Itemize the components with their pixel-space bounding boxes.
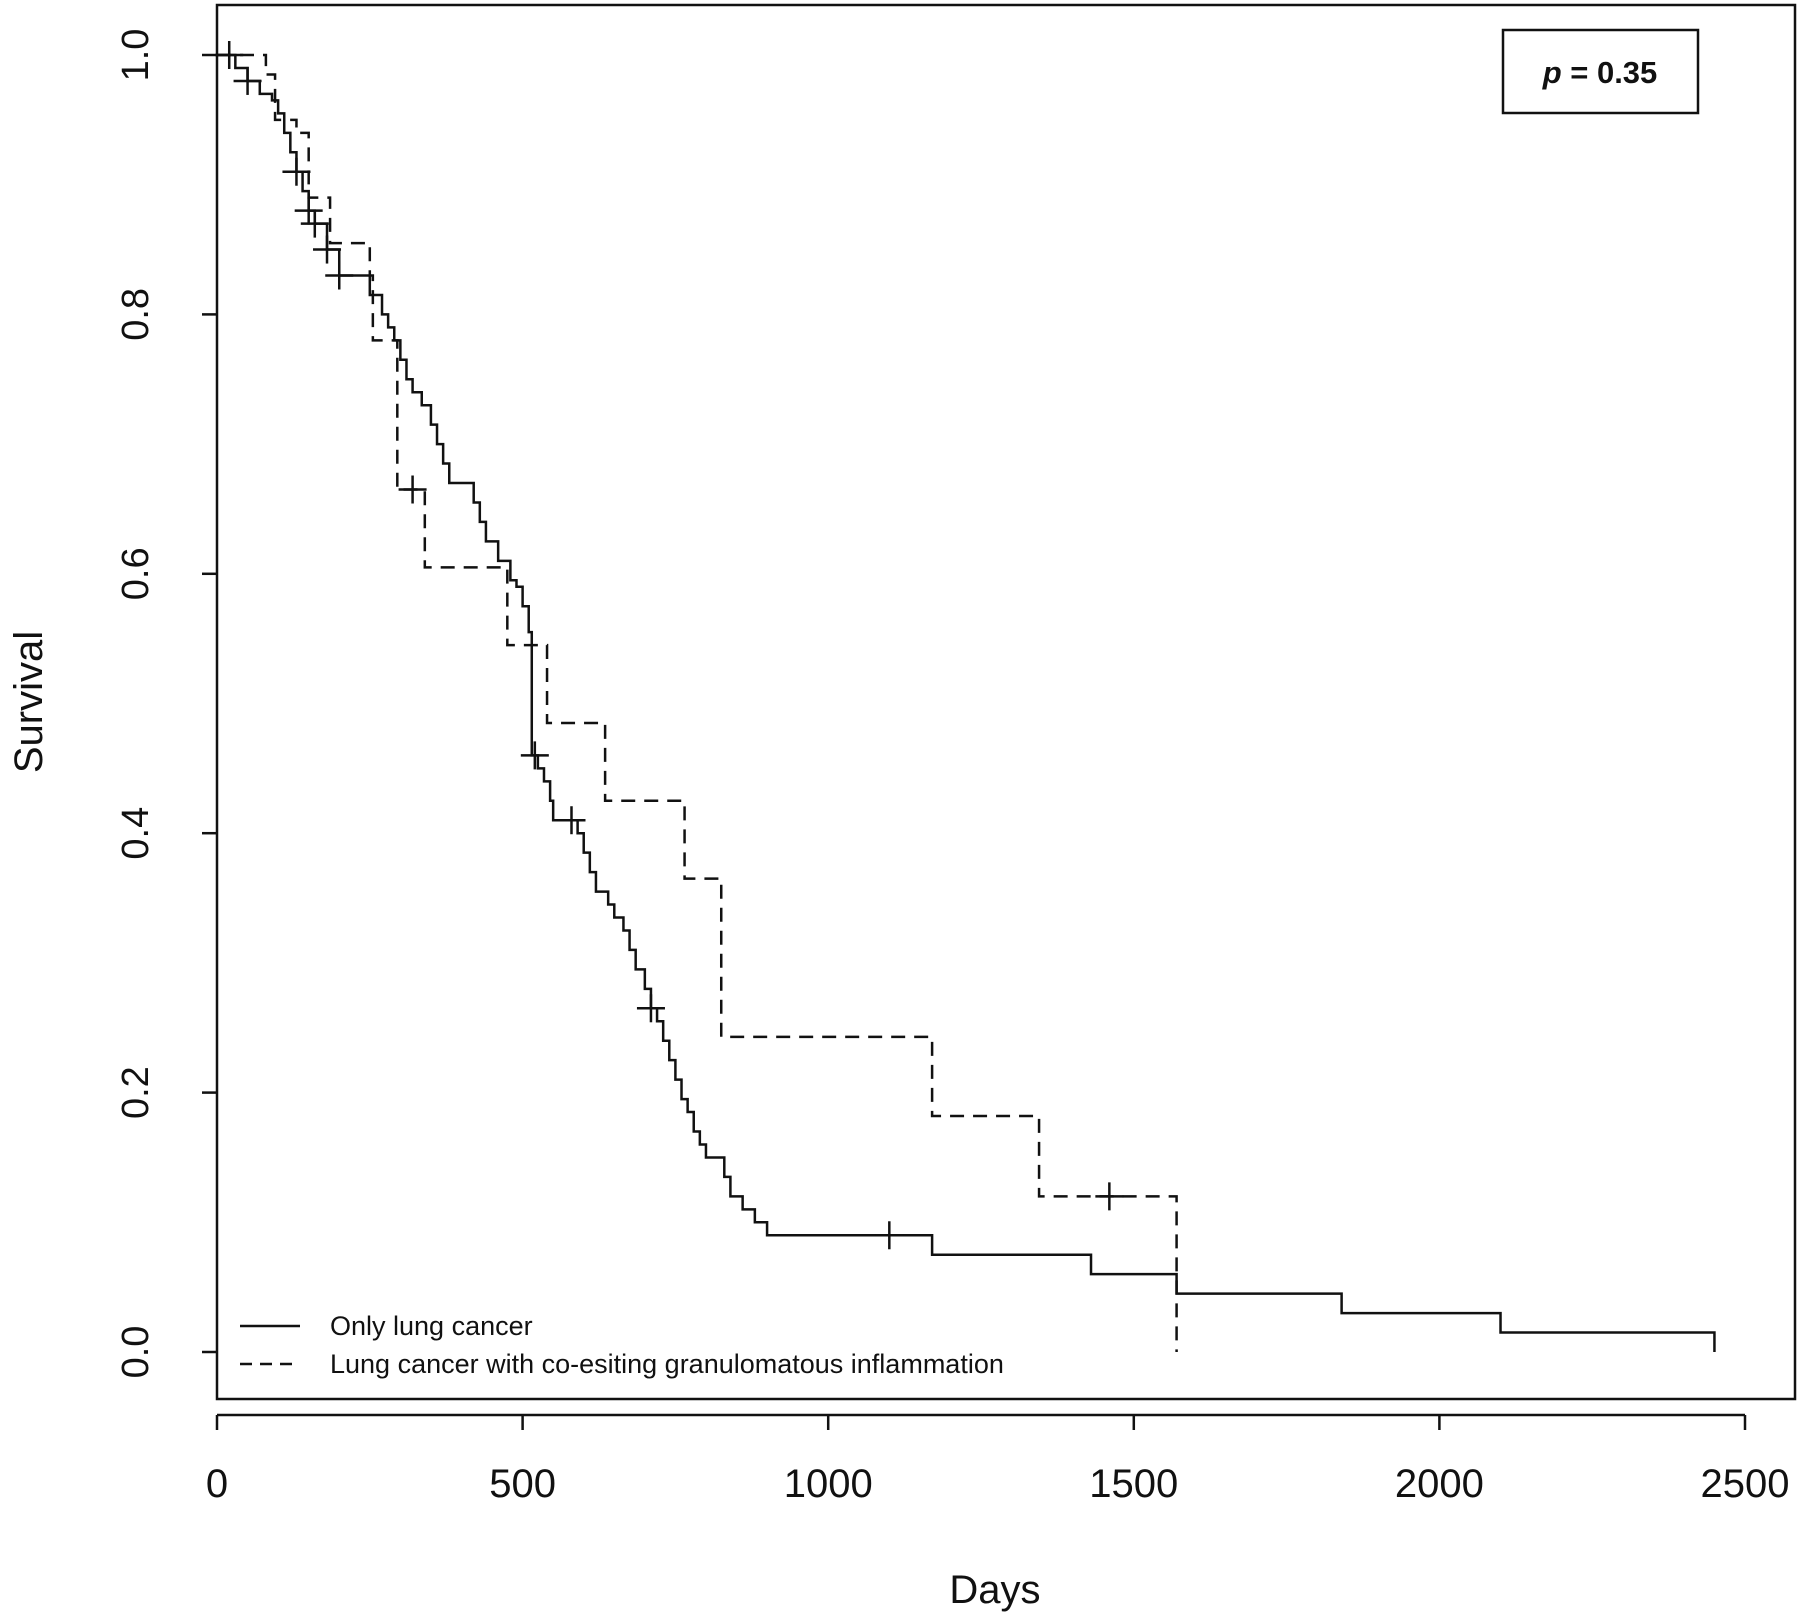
- y-axis-label: Survival: [7, 631, 51, 773]
- survival-curve: [217, 53, 1716, 1352]
- legend: Only lung cancer Lung cancer with co-esi…: [240, 1311, 1004, 1379]
- y-tick-label: 1.0: [115, 29, 157, 82]
- survival-curve: [217, 53, 1178, 1352]
- legend-label-dashed: Lung cancer with co-esiting granulomatou…: [330, 1349, 1004, 1379]
- censor-mark: [282, 157, 311, 186]
- series-granulomatous: [217, 53, 1178, 1352]
- x-tick-label: 0: [206, 1462, 228, 1506]
- censor-mark: [233, 66, 262, 95]
- x-axis: 0 500 1000 1500 2000 2500: [206, 1413, 1790, 1506]
- x-tick-label: 2500: [1701, 1462, 1790, 1506]
- x-tick-label: 500: [489, 1462, 556, 1506]
- censor-mark: [1095, 1182, 1124, 1211]
- y-tick-label: 0.2: [115, 1066, 157, 1119]
- censor-mark: [325, 261, 354, 290]
- plot-frame: [215, 3, 1797, 1401]
- censor-mark: [636, 994, 665, 1023]
- censor-mark: [875, 1221, 904, 1250]
- x-axis-label: Days: [949, 1568, 1040, 1612]
- y-tick-label: 0.8: [115, 288, 157, 341]
- censor-mark: [398, 475, 427, 504]
- series-only-lung-cancer: [215, 41, 1716, 1352]
- x-tick-label: 1500: [1089, 1462, 1178, 1506]
- censor-mark: [557, 806, 586, 835]
- p-value-number: = 0.35: [1562, 55, 1658, 90]
- y-axis: 0.0 0.2 0.4 0.6 0.8 1.0: [115, 29, 217, 1379]
- p-value-box-frame: [1501, 28, 1700, 115]
- p-value-text: p = 0.35: [1542, 55, 1658, 90]
- censor-mark: [294, 196, 323, 225]
- series-layer: [215, 41, 1716, 1352]
- censor-mark: [520, 741, 549, 770]
- censor-mark: [313, 235, 342, 264]
- censor-mark: [300, 209, 329, 238]
- legend-label-solid: Only lung cancer: [330, 1311, 533, 1341]
- x-tick-label: 2000: [1395, 1462, 1484, 1506]
- x-tick-label: 1000: [784, 1462, 873, 1506]
- y-tick-label: 0.4: [115, 807, 157, 860]
- y-tick-label: 0.0: [115, 1326, 157, 1379]
- p-value-box: p = 0.35: [1501, 28, 1700, 115]
- p-value-symbol: p: [1542, 55, 1562, 90]
- y-tick-label: 0.6: [115, 547, 157, 600]
